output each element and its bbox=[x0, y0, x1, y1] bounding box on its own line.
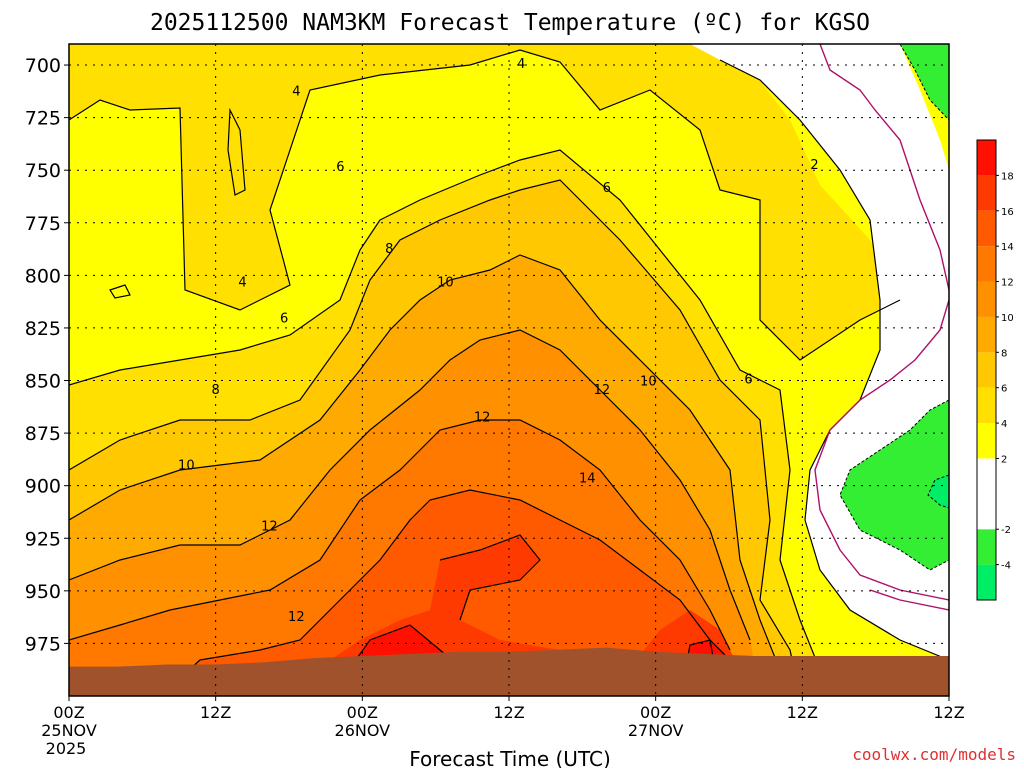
contour-label: 8 bbox=[385, 242, 393, 257]
colorbar-label: 6 bbox=[1001, 384, 1007, 395]
y-tick-label: 950 bbox=[25, 581, 61, 603]
x-tick-date: 25NOV bbox=[41, 721, 97, 740]
y-tick-label: 850 bbox=[25, 371, 61, 393]
credit-text: coolwx.com/models bbox=[852, 745, 1016, 764]
colorbar-label: 18 bbox=[1001, 171, 1014, 182]
contour-label: 6 bbox=[603, 181, 611, 196]
y-tick-label: 825 bbox=[25, 318, 61, 340]
freezing-line bbox=[814, 44, 949, 611]
y-tick-label: 800 bbox=[25, 265, 61, 287]
band-neg2-0-right bbox=[840, 400, 949, 570]
contour-label: 14 bbox=[579, 471, 596, 486]
colorbar-segment bbox=[977, 458, 996, 494]
contour-label: 8 bbox=[212, 383, 220, 398]
x-tick-label: 12Z bbox=[787, 703, 818, 722]
contour-label: 4 bbox=[517, 57, 525, 72]
colorbar-segment bbox=[977, 564, 996, 600]
x-tick-label: 12Z bbox=[933, 703, 964, 722]
x-tick-date: 26NOV bbox=[335, 721, 391, 740]
y-tick-label: 925 bbox=[25, 528, 61, 550]
x-tick-label: 12Z bbox=[200, 703, 231, 722]
colorbar-segment bbox=[977, 529, 996, 565]
contour-label: 12 bbox=[261, 520, 278, 535]
colorbar-segment bbox=[977, 246, 996, 282]
contour-label: 12 bbox=[474, 410, 491, 425]
temperature-field: 4 4 6 6 2 8 4 10 6 8 10 6 12 12 10 14 12 12 bbox=[69, 44, 949, 696]
colorbar-segment bbox=[977, 175, 996, 211]
y-tick-label: 975 bbox=[25, 633, 61, 655]
colorbar-label: 10 bbox=[1001, 313, 1014, 324]
contour-labels: 4 4 6 6 2 8 4 10 6 8 10 6 12 12 10 14 12 12 bbox=[178, 57, 819, 625]
contour-label: 6 bbox=[280, 311, 288, 326]
y-tick-label: 700 bbox=[25, 55, 61, 77]
contour-lines bbox=[69, 49, 949, 696]
band-neg2-0-top bbox=[900, 44, 949, 120]
colorbar-segment bbox=[977, 210, 996, 247]
contour-label: 6 bbox=[744, 372, 752, 387]
neg2-lines bbox=[839, 44, 949, 571]
gridlines bbox=[69, 44, 949, 696]
x-tick-date: 27NOV bbox=[628, 721, 684, 740]
colorbar-label: 8 bbox=[1001, 348, 1007, 359]
colorbar-segment bbox=[977, 281, 996, 317]
band-neg4 bbox=[928, 475, 949, 508]
contour-label: 2 bbox=[810, 158, 818, 173]
x-axis-label: Forecast Time (UTC) bbox=[409, 747, 611, 768]
contour-label: 10 bbox=[178, 459, 195, 474]
y-axis: 700 725 750 775 800 825 850 875 900 925 950 975 bbox=[25, 55, 69, 655]
y-tick-label: 750 bbox=[25, 160, 61, 182]
y-tick-label: 725 bbox=[25, 108, 61, 130]
x-tick-year: 2025 bbox=[46, 739, 87, 758]
contour-label: 10 bbox=[437, 276, 454, 291]
colorbar-segment bbox=[977, 140, 996, 176]
chart-title: 2025112500 NAM3KM Forecast Temperature (… bbox=[150, 10, 870, 36]
terrain bbox=[69, 647, 949, 696]
colorbar-segment bbox=[977, 352, 996, 388]
contour-label: 12 bbox=[288, 610, 305, 625]
contour-label: 4 bbox=[292, 84, 300, 99]
contour-label: 4 bbox=[238, 276, 246, 291]
colorbar-segment bbox=[977, 387, 996, 424]
colorbar-segment bbox=[977, 316, 996, 353]
colorbar-label: 16 bbox=[1001, 207, 1014, 218]
contour-label: 10 bbox=[640, 375, 657, 390]
x-tick-label: 12Z bbox=[493, 703, 524, 722]
colorbar-label: 14 bbox=[1001, 242, 1014, 253]
contour-label: 12 bbox=[594, 383, 611, 398]
colorbar-label: 4 bbox=[1001, 419, 1007, 430]
colorbar-frame bbox=[976, 139, 997, 601]
y-tick-label: 775 bbox=[25, 213, 61, 235]
y-tick-label: 900 bbox=[25, 476, 61, 498]
x-tick-label: 00Z bbox=[53, 703, 84, 722]
x-tick-label: 00Z bbox=[640, 703, 671, 722]
x-tick-label: 00Z bbox=[347, 703, 378, 722]
colorbar-label: -4 bbox=[1001, 561, 1011, 572]
colorbar-label: -2 bbox=[1001, 525, 1011, 536]
colorbar-label: 2 bbox=[1001, 454, 1007, 465]
y-tick-label: 875 bbox=[25, 423, 61, 445]
colorbar-segment bbox=[977, 423, 996, 459]
contour-label: 6 bbox=[336, 160, 344, 175]
colorbar-label: 12 bbox=[1001, 278, 1014, 289]
colorbar-segment bbox=[977, 493, 996, 530]
colorbar: -4 -2 2 4 6 8 10 12 14 16 18 bbox=[976, 139, 1014, 601]
band-4-6 bbox=[69, 44, 900, 360]
